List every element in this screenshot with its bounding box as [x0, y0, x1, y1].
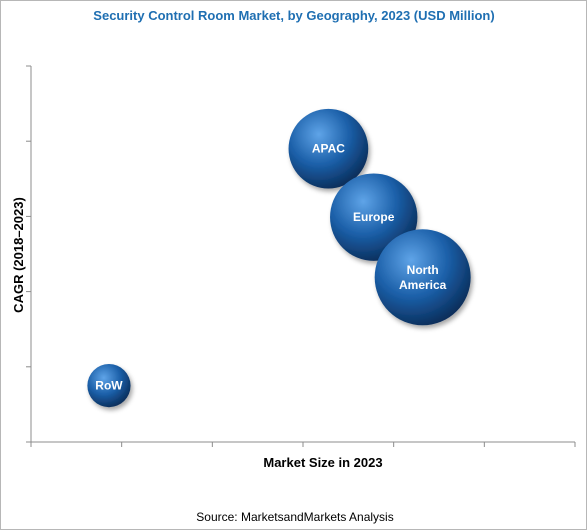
bubble-label: America — [399, 278, 447, 292]
bubble-label: APAC — [312, 142, 345, 156]
axes — [26, 65, 576, 447]
source-note: Source: MarketsandMarkets Analysis — [196, 510, 393, 524]
bubble-row: RoW — [87, 364, 131, 408]
bubble-label: Europe — [353, 210, 395, 224]
bubble-label: North — [407, 263, 439, 277]
bubble-label: RoW — [95, 379, 123, 393]
bubble-mark — [87, 364, 131, 408]
bubble-apac: APAC — [288, 108, 369, 189]
chart-title: Security Control Room Market, by Geograp… — [93, 8, 494, 23]
bubble-mark — [374, 229, 471, 326]
y-axis-label: CAGR (2018–2023) — [11, 197, 26, 313]
x-axis-label: Market Size in 2023 — [263, 455, 382, 470]
bubble-mark — [288, 108, 369, 189]
